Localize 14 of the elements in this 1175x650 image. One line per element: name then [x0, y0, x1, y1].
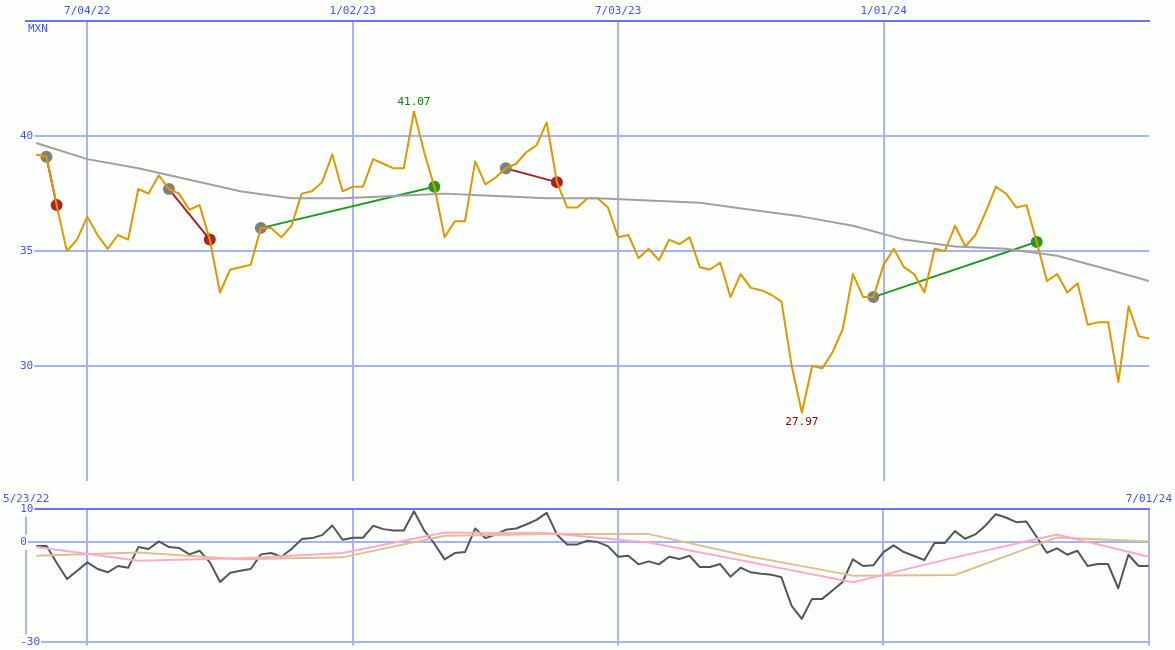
y-tick-label: 0 [20, 535, 27, 549]
x-tick-label: 7/01/24 [1125, 492, 1173, 506]
x-tick-label: 7/04/22 [64, 4, 111, 18]
y-tick-label: 30 [20, 358, 34, 372]
x-tick-label: 1/01/24 [860, 4, 908, 18]
y-tick-label: -30 [20, 634, 41, 648]
x-tick-label: 7/03/23 [594, 4, 642, 18]
annotation: 41.07 [397, 94, 431, 108]
y-axis-title: MXN [28, 21, 48, 35]
annotation: 27.97 [785, 415, 819, 429]
y-tick-label: 10 [20, 502, 34, 516]
y-tick-label: 35 [20, 243, 34, 257]
y-tick-label: 40 [20, 129, 34, 143]
x-tick-label: 1/02/23 [329, 4, 376, 18]
